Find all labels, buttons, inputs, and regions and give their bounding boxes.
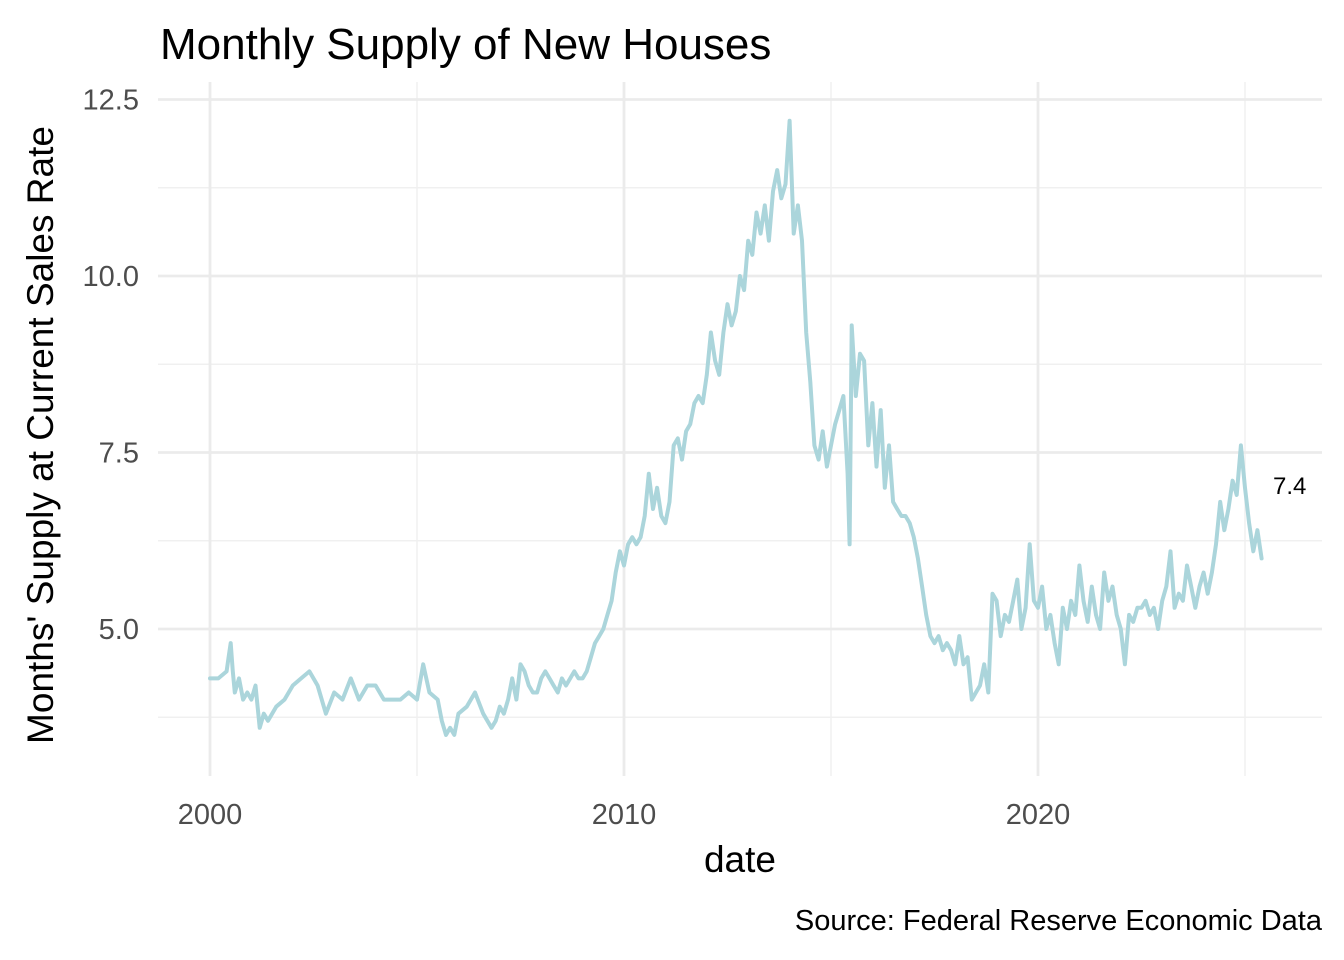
grid [158, 82, 1322, 776]
y-axis-title: Months' Supply at Current Sales Rate [20, 126, 61, 744]
x-tick-label: 2020 [1006, 799, 1071, 831]
y-tick-label: 7.5 [99, 438, 139, 470]
x-axis-ticks: 2000 2010 2020 [178, 799, 1071, 831]
y-axis-ticks: 5.0 7.5 10.0 12.5 [83, 85, 139, 647]
y-tick-label: 10.0 [83, 261, 139, 293]
y-tick-label: 5.0 [99, 614, 139, 646]
x-tick-label: 2000 [178, 799, 243, 831]
x-axis-title: date [704, 839, 776, 880]
series-line [208, 118, 1264, 737]
chart-title: Monthly Supply of New Houses [160, 20, 771, 69]
x-tick-label: 2010 [592, 799, 657, 831]
series-line-group [208, 118, 1264, 737]
source-caption: Source: Federal Reserve Economic Data [795, 905, 1323, 937]
end-value-label: 7.4 [1273, 473, 1306, 500]
y-tick-label: 12.5 [83, 85, 139, 117]
